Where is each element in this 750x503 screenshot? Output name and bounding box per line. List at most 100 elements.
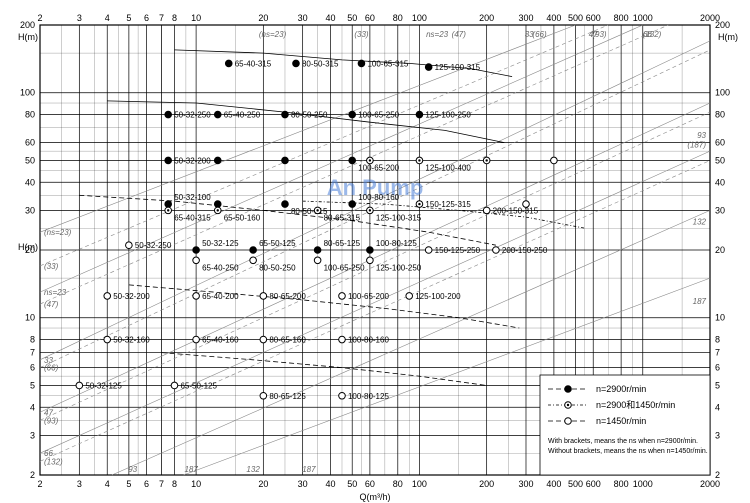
pump-label: 100-65-250 <box>324 263 365 272</box>
pump-label: 125-100-315 <box>435 63 481 72</box>
y-tick: 8 <box>715 335 720 345</box>
pump-label: 50-32-200 <box>174 156 211 165</box>
pump-label: 125-100-250 <box>376 263 422 272</box>
ns-line <box>40 25 668 304</box>
pump-label: 80-50-250 <box>291 111 328 120</box>
ns-label: 93 <box>697 131 706 140</box>
ns-label: (47) <box>452 30 467 39</box>
pump-label: 80-50-315 <box>302 59 339 68</box>
x-tick: 2 <box>37 13 42 23</box>
ns-label: (66) <box>44 364 59 373</box>
pump-label: 65-40-315 <box>174 213 211 222</box>
x-tick: 1000 <box>633 479 653 489</box>
x-tick: 300 <box>518 479 533 489</box>
y-tick: 100 <box>715 88 730 98</box>
y-tick: 7 <box>715 348 720 358</box>
y-axis-label-left: H(m) <box>18 242 38 252</box>
x-tick: 4 <box>105 479 110 489</box>
y-tick: 40 <box>25 177 35 187</box>
legend-item: n=2900和1450r/min <box>596 400 675 410</box>
x-tick: 30 <box>298 13 308 23</box>
y-tick: 20 <box>715 245 725 255</box>
x-tick: 4 <box>105 13 110 23</box>
y-tick: 6 <box>30 363 35 373</box>
y-tick: 5 <box>30 380 35 390</box>
ns-label: 187 <box>693 297 707 306</box>
pump-label: 50-32-250 <box>135 241 172 250</box>
pump-label: 200-150-315 <box>493 206 539 215</box>
x-tick: 600 <box>586 479 601 489</box>
x-tick: 5 <box>126 13 131 23</box>
pump-label: 100-80-125 <box>376 239 417 248</box>
x-tick: 2000 <box>700 479 720 489</box>
pump-label: 80-65-125 <box>324 239 361 248</box>
x-tick: 800 <box>614 13 629 23</box>
pump-label: 100-65-315 <box>367 59 408 68</box>
ns-label: (93) <box>44 416 59 425</box>
pump-label: 80-65-315 <box>324 213 361 222</box>
pump-label: 150-125-315 <box>425 200 471 209</box>
ns-label: 187 <box>302 465 316 474</box>
y-tick: 100 <box>20 88 35 98</box>
x-tick: 60 <box>365 479 375 489</box>
y-tick: 80 <box>25 110 35 120</box>
y-tick: 200 <box>715 20 730 30</box>
x-tick: 80 <box>393 479 403 489</box>
x-tick: 800 <box>614 479 629 489</box>
x-tick: 400 <box>546 13 561 23</box>
pump-label: 125-100-400 <box>425 163 471 172</box>
x-tick: 50 <box>347 479 357 489</box>
pump-label: 80-50-250 <box>259 263 296 272</box>
x-tick: 400 <box>546 479 561 489</box>
y-tick: 40 <box>715 177 725 187</box>
y-tick: 10 <box>715 313 725 323</box>
x-tick: 200 <box>479 13 494 23</box>
ns-label: ns=23 <box>44 288 67 297</box>
x-tick: 7 <box>159 13 164 23</box>
ns-label: (132) <box>643 30 662 39</box>
x-tick: 200 <box>479 479 494 489</box>
pump-label: 65-40-160 <box>202 336 239 345</box>
ns-label: 187 <box>184 465 198 474</box>
pump-label: 50-32-125 <box>202 239 239 248</box>
y-tick: 50 <box>715 155 725 165</box>
pump-label: 200-150-250 <box>502 246 548 255</box>
x-tick: 100 <box>412 479 427 489</box>
x-tick: 6 <box>144 479 149 489</box>
y-tick: 8 <box>30 335 35 345</box>
pump-label: 80-65-160 <box>269 336 306 345</box>
ns-label: (93) <box>592 30 607 39</box>
pump-label: 65-40-315 <box>235 59 272 68</box>
x-tick: 20 <box>258 13 268 23</box>
ns-label: 93 <box>128 465 137 474</box>
pump-label: 80-65-125 <box>269 392 306 401</box>
x-tick: 3 <box>77 479 82 489</box>
x-tick: 50 <box>347 13 357 23</box>
pump-label: 65-50-125 <box>259 239 296 248</box>
pump-label: 100-80-125 <box>348 392 389 401</box>
y-tick: 200 <box>20 20 35 30</box>
pump-label: 100-65-200 <box>348 292 389 301</box>
pump-label: 100-65-250 <box>358 111 399 120</box>
y-tick: 7 <box>30 348 35 358</box>
pump-selection-chart: An Pump50-32-25065-40-25080-50-250100-65… <box>0 0 750 503</box>
pump-label: 125-100-250 <box>425 111 471 120</box>
pump-label: 65-50-160 <box>224 213 261 222</box>
x-axis-label: Q(m³/h) <box>360 492 391 502</box>
pump-label: 150-125-250 <box>435 246 481 255</box>
legend-note: With brackets, means the ns when n=2900r… <box>548 438 698 445</box>
x-tick: 100 <box>412 13 427 23</box>
ns-label: (ns=23) <box>259 30 287 39</box>
ns-label: 132 <box>693 217 707 226</box>
y-tick: 5 <box>715 380 720 390</box>
pump-label: 100-65-200 <box>358 163 399 172</box>
ns-line <box>40 50 710 368</box>
y-tick: 60 <box>25 138 35 148</box>
pump-label: 80-50-315 <box>291 207 328 216</box>
x-tick: 6 <box>144 13 149 23</box>
y-tick: 4 <box>715 402 720 412</box>
x-tick: 8 <box>172 13 177 23</box>
x-tick: 600 <box>586 13 601 23</box>
pump-label: 50-32-160 <box>113 336 150 345</box>
pump-label: 125-100-315 <box>376 213 422 222</box>
